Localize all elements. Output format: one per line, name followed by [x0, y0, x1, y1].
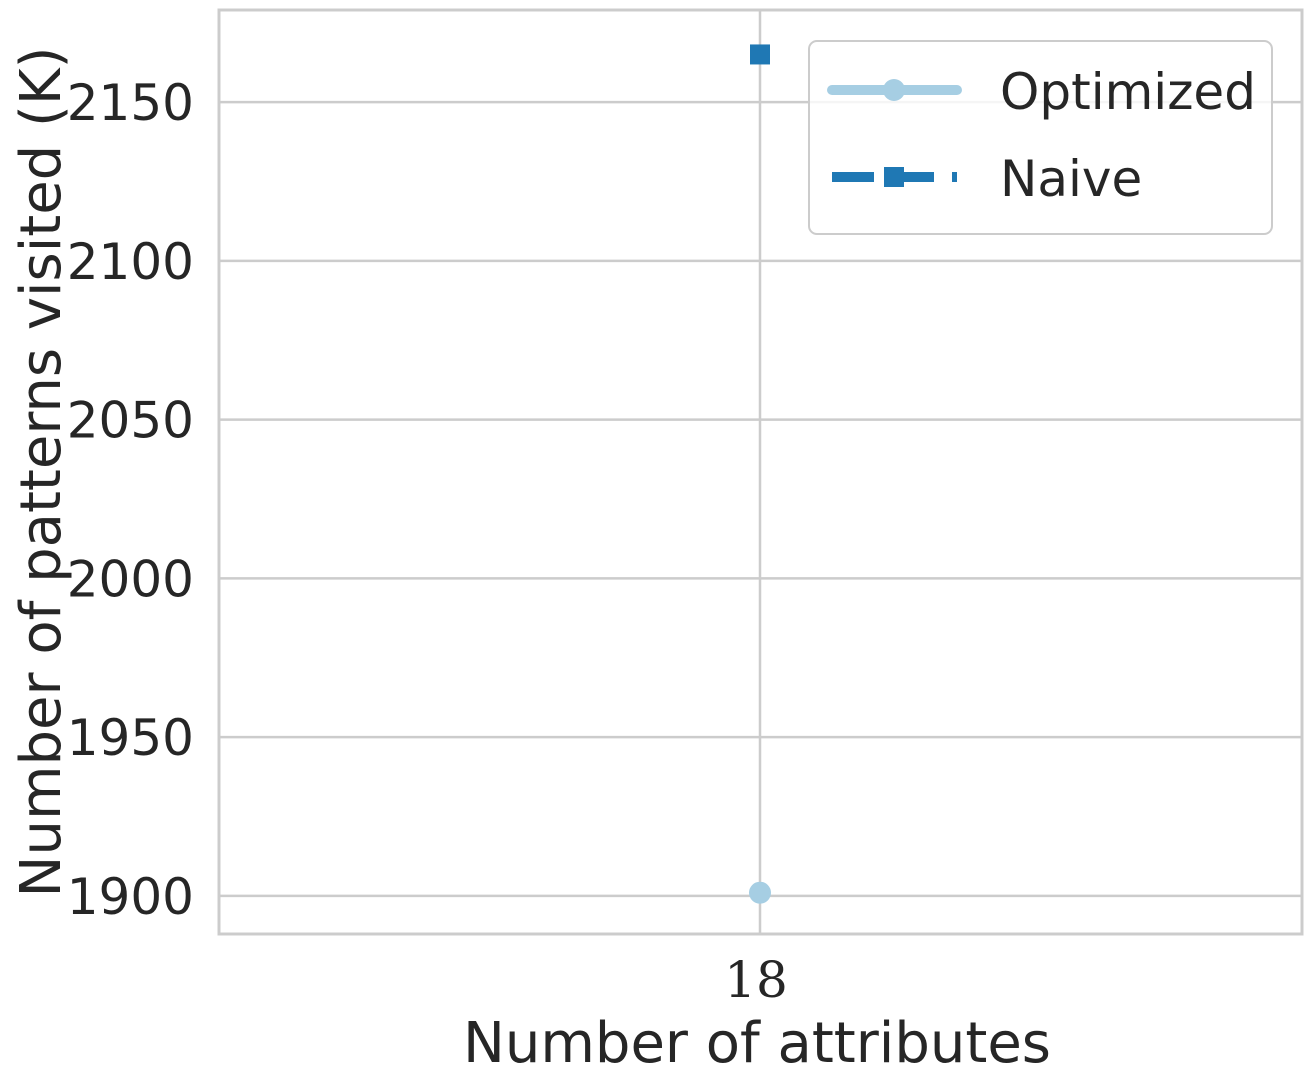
- x-tick-label: 18: [724, 951, 788, 1009]
- y-tick-label: 1950: [67, 709, 194, 767]
- legend-marker-naive: [884, 167, 904, 187]
- grid-lines: [219, 10, 1302, 934]
- legend: Optimized Naive: [808, 40, 1273, 235]
- x-axis-label: Number of attributes: [463, 1011, 1051, 1076]
- legend-label-optimized: Optimized: [1000, 63, 1256, 121]
- data-marks: [749, 44, 771, 904]
- y-tick-label: 2100: [67, 233, 194, 291]
- y-tick-label: 2050: [67, 392, 194, 450]
- x-tick-labels: 18: [724, 951, 788, 1009]
- y-tick-label: 2150: [67, 74, 194, 132]
- plot-area-frame: [217, 8, 1304, 936]
- legend-handles: [827, 79, 962, 187]
- y-tick-labels: 1900 1950 2000 2050 2100 2150: [67, 74, 194, 926]
- y-axis-label: Number of patterns visited (K): [9, 47, 74, 898]
- data-point-optimized: [749, 881, 771, 904]
- legend-label-naive: Naive: [1000, 150, 1142, 208]
- y-tick-label: 2000: [67, 550, 194, 608]
- legend-marker-optimized: [883, 79, 905, 101]
- y-tick-label: 1900: [67, 868, 194, 926]
- data-point-naive: [750, 44, 770, 65]
